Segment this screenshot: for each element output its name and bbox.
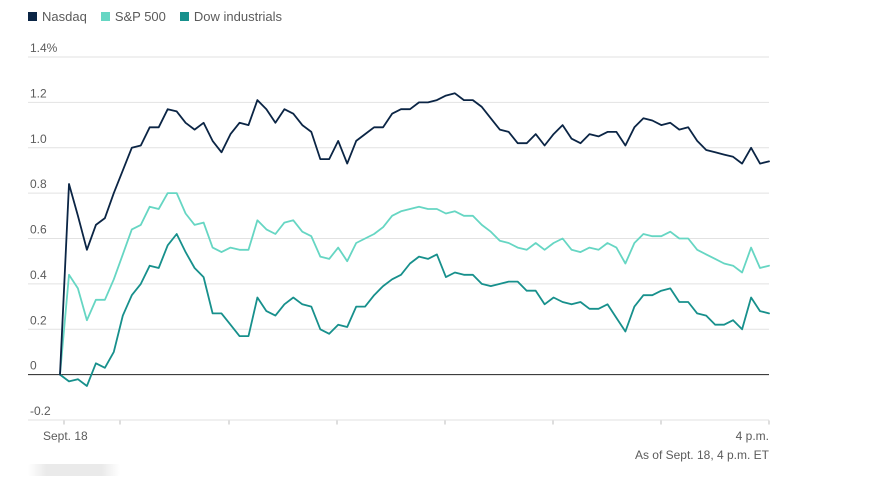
legend-swatch-dow bbox=[179, 12, 189, 21]
legend-item-sp500: S&P 500 bbox=[100, 9, 166, 24]
y-tick-label: 0.6 bbox=[30, 223, 47, 237]
legend-label-nasdaq: Nasdaq bbox=[42, 9, 87, 24]
y-tick-label: 0.4 bbox=[30, 268, 47, 282]
legend-swatch-sp500 bbox=[100, 12, 110, 21]
y-tick-label: 0 bbox=[30, 359, 37, 373]
legend-label-sp500: S&P 500 bbox=[114, 9, 166, 24]
legend-label-dow: Dow industrials bbox=[193, 9, 283, 24]
chart-legend: Nasdaq S&P 500 Dow industrials bbox=[28, 9, 282, 24]
legend-item-nasdaq: Nasdaq bbox=[28, 9, 87, 24]
legend-item-dow: Dow industrials bbox=[179, 9, 283, 24]
source-redaction bbox=[28, 464, 120, 476]
y-tick-label: -0.2 bbox=[30, 404, 51, 418]
x-tick-label-start: Sept. 18 bbox=[43, 429, 88, 443]
y-tick-label: 0.8 bbox=[30, 177, 47, 191]
y-tick-label: 1.4% bbox=[30, 41, 58, 55]
series-line-sp500 bbox=[59, 192, 770, 376]
y-tick-label: 0.2 bbox=[30, 313, 47, 327]
x-tick-label-end: 4 p.m. bbox=[736, 429, 769, 443]
series-line-dow bbox=[59, 233, 770, 387]
legend-swatch-nasdaq bbox=[28, 12, 37, 21]
y-tick-label: 1.0 bbox=[30, 132, 47, 146]
series-line-nasdaq bbox=[59, 92, 770, 376]
chart-footnote: As of Sept. 18, 4 p.m. ET bbox=[634, 448, 769, 462]
y-tick-label: 1.2 bbox=[30, 86, 47, 100]
